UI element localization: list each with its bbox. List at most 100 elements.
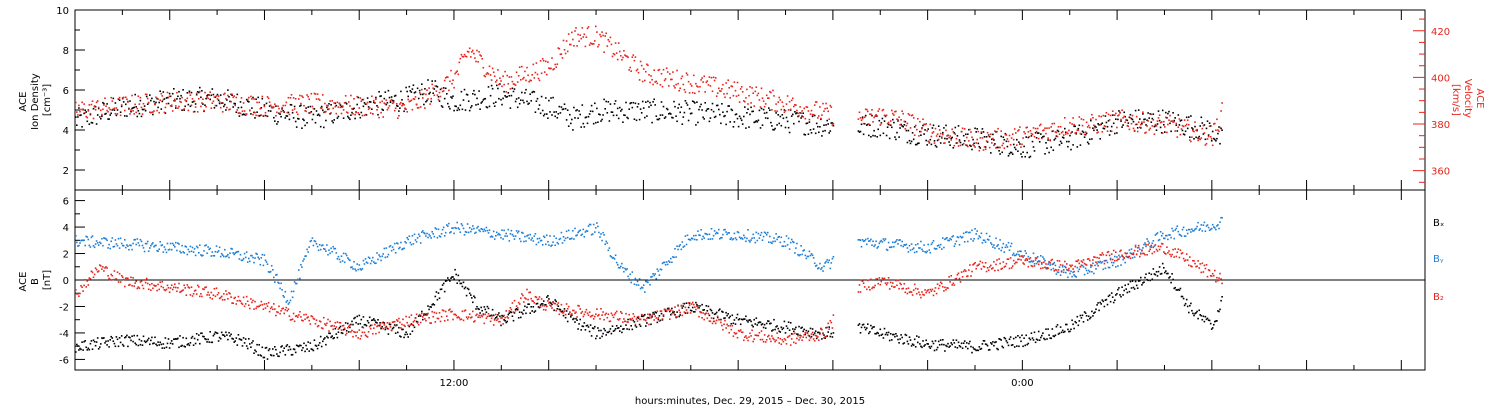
bx-point: [79, 347, 81, 350]
bx-point: [1150, 273, 1153, 276]
velocity-point: [699, 86, 701, 88]
bz-point: [192, 293, 195, 295]
velocity-point: [492, 71, 495, 74]
bx-point: [725, 311, 727, 314]
bx-point: [1042, 332, 1044, 334]
density-point: [592, 122, 595, 125]
bz-point: [166, 284, 169, 287]
density-tick-label: 8: [63, 46, 69, 57]
by-point: [700, 229, 702, 231]
density-point: [1097, 123, 1099, 125]
velocity-point: [286, 111, 289, 114]
velocity-point: [679, 87, 681, 90]
by-point: [805, 257, 808, 260]
density-point: [276, 123, 278, 125]
density-point: [412, 84, 415, 86]
velocity-point: [745, 97, 747, 99]
bz-point: [378, 331, 380, 334]
velocity-point: [775, 103, 777, 105]
by-point: [959, 235, 962, 238]
density-point: [545, 97, 547, 99]
density-point: [1181, 129, 1184, 132]
density-point: [144, 109, 147, 112]
density-point: [1215, 140, 1217, 142]
bx-point: [760, 323, 763, 326]
by-point: [484, 230, 487, 232]
density-point: [1093, 129, 1095, 132]
bx-point: [596, 335, 598, 337]
velocity-point: [278, 107, 280, 110]
density-point: [1165, 111, 1167, 114]
by-point: [431, 231, 433, 233]
density-point: [1033, 150, 1036, 152]
velocity-point: [624, 54, 626, 56]
by-point: [430, 237, 432, 239]
by-point: [248, 257, 250, 260]
by-point: [552, 241, 554, 243]
by-point: [331, 250, 333, 253]
by-point: [1169, 234, 1171, 236]
bx-point: [972, 346, 974, 349]
velocity-point: [1028, 135, 1031, 138]
velocity-point: [1117, 114, 1119, 117]
field-tick-label: 2: [63, 250, 69, 261]
velocity-point: [626, 55, 628, 58]
density-point: [664, 116, 667, 118]
bx-point: [402, 328, 404, 331]
bz-point: [224, 298, 226, 301]
bz-point: [512, 311, 515, 313]
by-point: [377, 258, 379, 261]
by-point: [532, 240, 535, 242]
velocity-point: [726, 92, 728, 95]
bz-point: [369, 327, 372, 330]
bx-point: [272, 348, 274, 350]
bx-point: [359, 322, 362, 325]
bx-point: [130, 339, 132, 342]
density-point: [767, 117, 769, 120]
bx-point: [635, 326, 638, 328]
bx-point: [1075, 321, 1077, 324]
bz-point: [389, 326, 392, 328]
bx-point: [228, 331, 230, 334]
velocity-point: [1119, 112, 1121, 114]
by-point: [226, 255, 228, 257]
by-point: [1078, 268, 1081, 271]
by-point: [409, 241, 412, 244]
velocity-point: [698, 90, 700, 93]
velocity-point: [919, 120, 921, 123]
density-point: [311, 118, 314, 121]
density-point: [134, 93, 136, 96]
bx-point: [649, 313, 651, 316]
density-point: [953, 132, 956, 134]
bx-point: [1194, 312, 1196, 315]
by-point: [407, 238, 409, 241]
bx-point: [109, 339, 111, 341]
by-point: [916, 250, 918, 253]
bx-point: [166, 342, 169, 345]
density-point: [243, 113, 246, 116]
bx-point: [498, 312, 500, 314]
by-point: [279, 287, 281, 290]
velocity-point: [180, 101, 182, 103]
bx-point: [407, 336, 409, 338]
bx-point: [952, 339, 955, 341]
density-point: [559, 112, 562, 114]
bx-point: [891, 339, 893, 341]
by-point: [697, 230, 699, 232]
velocity-point: [993, 144, 995, 147]
density-point: [1053, 139, 1056, 141]
bx-point: [621, 331, 623, 334]
velocity-point: [736, 81, 739, 84]
bz-point: [286, 310, 289, 312]
bz-point: [144, 281, 147, 284]
bz-point: [126, 277, 128, 279]
bx-point: [1026, 343, 1028, 346]
bz-point: [104, 267, 106, 269]
bx-point: [995, 341, 997, 343]
bx-point: [1168, 277, 1170, 279]
bz-point: [202, 288, 204, 290]
bx-point: [355, 321, 357, 324]
by-point: [572, 230, 574, 232]
bx-point: [1045, 328, 1047, 330]
velocity-point: [387, 107, 390, 109]
